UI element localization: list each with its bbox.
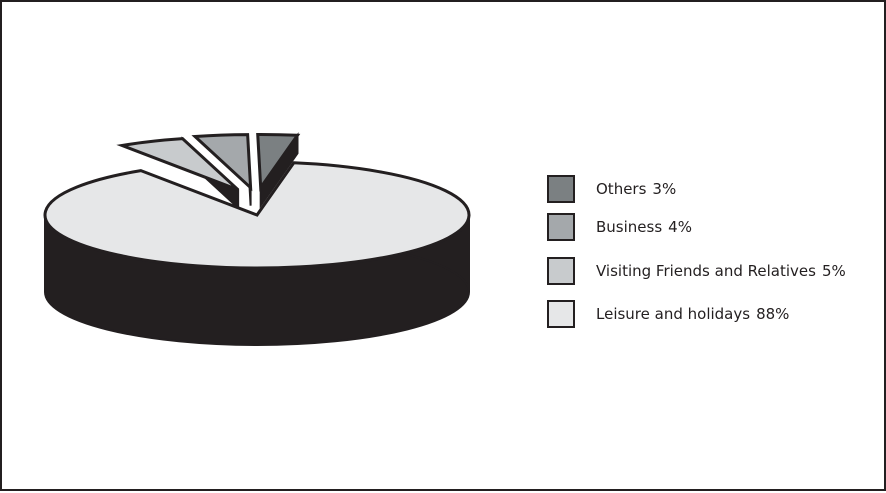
legend-swatch-leisure [547, 300, 575, 328]
legend-item-leisure: Leisure and holidays 88% [547, 297, 877, 331]
legend-item-others: Others 3% [547, 172, 877, 206]
legend-swatch-business [547, 213, 575, 241]
slice-visiting [116, 136, 240, 211]
slice-top-visiting [116, 137, 240, 192]
slice-business [191, 133, 253, 206]
slice-top-others [256, 132, 301, 192]
legend-item-business: Business 4% [547, 210, 877, 244]
legend-value-business: 4% [668, 218, 692, 236]
legend-label-business: Business [596, 218, 663, 236]
legend-swatch-visiting [547, 257, 575, 285]
legend-value-others: 3% [652, 180, 677, 198]
slice-leisure [43, 161, 471, 346]
legend-item-visiting: Visiting Friends and Relatives 5% [547, 254, 877, 288]
slice-others [256, 132, 301, 209]
legend-label-leisure: Leisure and holidays [596, 305, 751, 323]
legend-value-visiting: 5% [821, 262, 846, 280]
slice-top-business [191, 133, 253, 192]
slice-top-leisure [43, 161, 471, 270]
legend-label-others: Others [596, 180, 647, 198]
legend-value-leisure: 88% [756, 305, 790, 323]
legend-label-visiting: Visiting Friends and Relatives [596, 262, 816, 280]
legend-swatch-others [547, 175, 575, 203]
